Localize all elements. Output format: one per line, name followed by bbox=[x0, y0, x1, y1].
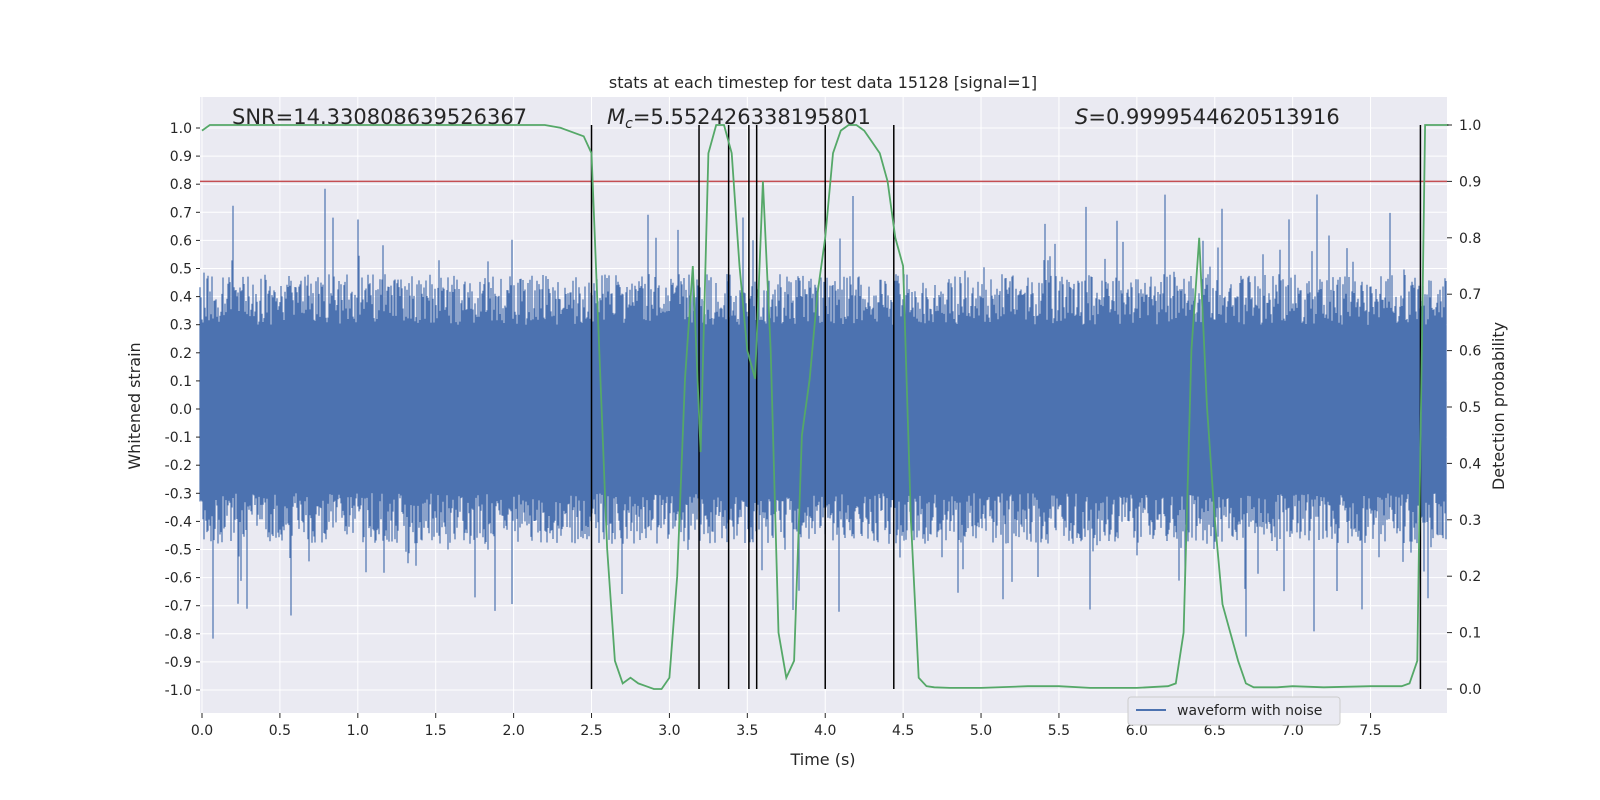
left-tick-label: 0.6 bbox=[170, 233, 192, 249]
left-tick-label: -0.1 bbox=[165, 430, 192, 446]
left-tick-label: 0.4 bbox=[170, 290, 192, 306]
s-annotation: S=0.9999544620513916 bbox=[1075, 105, 1340, 129]
x-tick-label: 6.5 bbox=[1204, 723, 1226, 739]
waveform-line bbox=[199, 188, 1447, 639]
right-tick-label: 0.6 bbox=[1459, 344, 1481, 360]
right-tick-label: 0.5 bbox=[1459, 400, 1481, 416]
x-tick-label: 6.0 bbox=[1126, 723, 1148, 739]
right-tick-label: 0.9 bbox=[1459, 174, 1481, 190]
left-tick-label: -1.0 bbox=[165, 683, 192, 699]
left-tick-label: -0.9 bbox=[165, 655, 192, 671]
chirp-mass-annotation: Mc=5.552426338195801 bbox=[607, 105, 871, 132]
x-axis-label: Time (s) bbox=[789, 750, 855, 769]
x-tick-label: 3.5 bbox=[736, 723, 758, 739]
x-tick-label: 5.5 bbox=[1048, 723, 1070, 739]
legend: waveform with noise bbox=[1127, 696, 1341, 726]
left-tick-label: -0.4 bbox=[165, 514, 192, 530]
right-tick-label: 0.4 bbox=[1459, 456, 1481, 472]
right-axis-ticks: 0.0 0.1 0.2 0.3 0.4 0.5 0.6 0.7 0.8 0.9 1.0 bbox=[1447, 118, 1481, 698]
left-tick-label: 0.5 bbox=[170, 262, 192, 278]
right-tick-label: 0.8 bbox=[1459, 231, 1481, 247]
left-tick-label: -0.6 bbox=[165, 571, 192, 587]
right-tick-label: 0.3 bbox=[1459, 513, 1481, 529]
snr-annotation: SNR=14.330808639526367 bbox=[232, 105, 527, 129]
waveform-series bbox=[199, 188, 1447, 639]
chart-title: stats at each timestep for test data 151… bbox=[609, 73, 1037, 92]
right-tick-label: 0.2 bbox=[1459, 569, 1481, 585]
left-tick-label: 0.2 bbox=[170, 346, 192, 362]
s-value: =0.9999544620513916 bbox=[1088, 105, 1339, 129]
left-axis-label: Whitened strain bbox=[125, 342, 144, 469]
x-tick-label: 1.0 bbox=[347, 723, 369, 739]
left-tick-label: 0.8 bbox=[170, 177, 192, 193]
left-tick-label: -0.3 bbox=[165, 486, 192, 502]
left-tick-label: -0.2 bbox=[165, 458, 192, 474]
x-tick-label: 7.5 bbox=[1359, 723, 1381, 739]
right-tick-label: 0.0 bbox=[1459, 682, 1481, 698]
left-tick-label: 0.9 bbox=[170, 149, 192, 165]
x-tick-label: 5.0 bbox=[970, 723, 992, 739]
s-symbol: S bbox=[1075, 105, 1088, 129]
right-tick-label: 0.7 bbox=[1459, 287, 1481, 303]
left-tick-label: -0.8 bbox=[165, 627, 192, 643]
x-tick-label: 4.0 bbox=[814, 723, 836, 739]
legend-box bbox=[1127, 696, 1341, 726]
x-tick-label: 1.5 bbox=[425, 723, 447, 739]
x-tick-label: 0.0 bbox=[191, 723, 213, 739]
right-tick-label: 0.1 bbox=[1459, 626, 1481, 642]
right-tick-label: 1.0 bbox=[1459, 118, 1481, 134]
x-tick-label: 3.0 bbox=[658, 723, 680, 739]
vertical-markers bbox=[590, 125, 1422, 689]
right-axis-label: Detection probability bbox=[1489, 322, 1508, 490]
left-tick-label: -0.7 bbox=[165, 599, 192, 615]
chirp-mass-value: =5.552426338195801 bbox=[633, 105, 871, 129]
chirp-mass-symbol: M bbox=[607, 105, 625, 129]
left-tick-label: 1.0 bbox=[170, 121, 192, 137]
left-axis-ticks: -1.0 -0.9 -0.8 -0.7 -0.6 -0.5 -0.4 -0.3 -0.2 -0.1… bbox=[165, 121, 200, 699]
left-tick-label: 0.1 bbox=[170, 374, 192, 390]
probability-series bbox=[201, 124, 1449, 690]
legend-label: waveform with noise bbox=[1177, 703, 1322, 719]
left-tick-label: 0.7 bbox=[170, 205, 192, 221]
x-tick-label: 0.5 bbox=[269, 723, 291, 739]
left-tick-label: 0.0 bbox=[170, 402, 192, 418]
x-tick-label: 7.0 bbox=[1282, 723, 1304, 739]
probability-line bbox=[201, 124, 1449, 690]
left-tick-label: -0.5 bbox=[165, 543, 192, 559]
chirp-mass-subscript: c bbox=[625, 116, 633, 132]
x-tick-label: 4.5 bbox=[892, 723, 914, 739]
x-tick-label: 2.5 bbox=[580, 723, 602, 739]
left-tick-label: 0.3 bbox=[170, 318, 192, 334]
x-tick-label: 2.0 bbox=[502, 723, 524, 739]
